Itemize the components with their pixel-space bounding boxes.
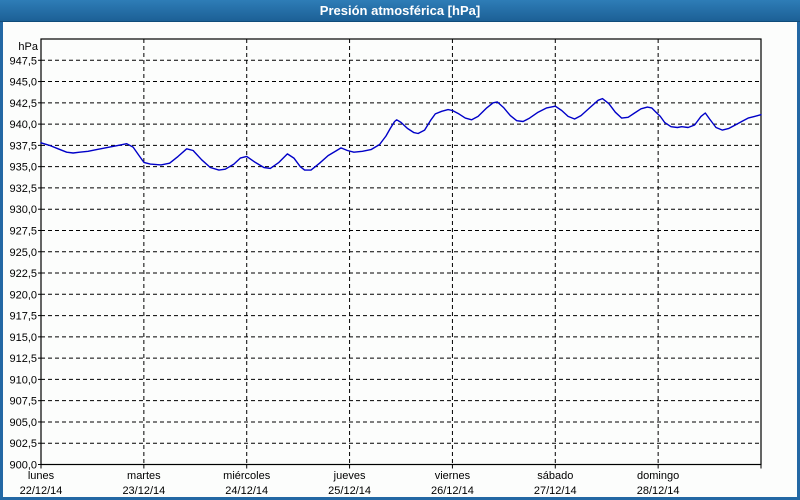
- y-tick-label: 925,0: [9, 247, 37, 259]
- x-day-label: lunes: [28, 470, 55, 482]
- y-tick-label: 945,0: [9, 77, 37, 89]
- y-tick-label: 900,0: [9, 460, 37, 472]
- x-date-label: 22/12/14: [20, 485, 63, 497]
- x-day-label: martes: [127, 470, 161, 482]
- y-tick-label: 947,5: [9, 55, 37, 67]
- y-tick-label: 905,0: [9, 417, 37, 429]
- y-tick-label: 942,5: [9, 98, 37, 110]
- y-tick-label: 940,0: [9, 119, 37, 131]
- y-tick-label: 910,0: [9, 374, 37, 386]
- x-day-label: domingo: [637, 470, 679, 482]
- y-axis-unit-label: hPa: [18, 41, 38, 53]
- x-date-label: 23/12/14: [122, 485, 165, 497]
- x-date-label: 27/12/14: [534, 485, 577, 497]
- x-day-label: viernes: [435, 470, 471, 482]
- y-tick-label: 930,0: [9, 204, 37, 216]
- plot-frame: [40, 38, 762, 466]
- y-tick-label: 935,0: [9, 162, 37, 174]
- x-date-label: 24/12/14: [225, 485, 268, 497]
- x-day-label: miércoles: [223, 470, 271, 482]
- y-tick-label: 907,5: [9, 396, 37, 408]
- x-day-label: sábado: [537, 470, 573, 482]
- y-tick-label: 920,0: [9, 289, 37, 301]
- x-day-label: jueves: [333, 470, 366, 482]
- chart-title-bar: Presión atmosférica [hPa]: [0, 0, 800, 22]
- x-date-label: 25/12/14: [328, 485, 371, 497]
- y-tick-label: 917,5: [9, 311, 37, 323]
- y-tick-label: 915,0: [9, 332, 37, 344]
- y-tick-label: 937,5: [9, 140, 37, 152]
- x-date-label: 28/12/14: [637, 485, 680, 497]
- y-tick-label: 932,5: [9, 183, 37, 195]
- y-tick-label: 922,5: [9, 268, 37, 280]
- x-date-label: 26/12/14: [431, 485, 474, 497]
- pressure-line: [40, 97, 762, 171]
- chart-title: Presión atmosférica [hPa]: [319, 3, 481, 18]
- y-tick-label: 912,5: [9, 353, 37, 365]
- y-tick-label: 927,5: [9, 225, 37, 237]
- y-tick-label: 902,5: [9, 438, 37, 450]
